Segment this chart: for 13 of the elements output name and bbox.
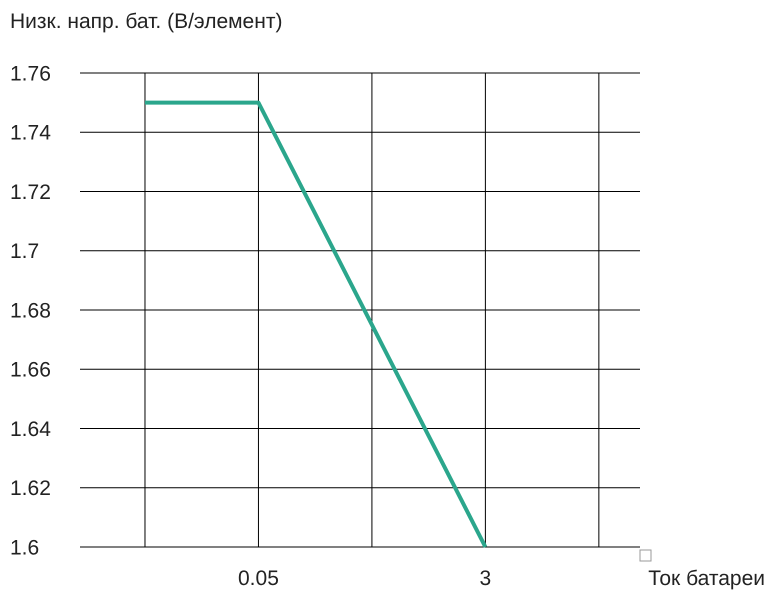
y-tick-label: 1.76 [10,62,51,86]
y-tick-label: 1.62 [10,477,51,500]
x-axis-title: Ток батареи [648,567,765,590]
y-tick-label: 1.66 [10,358,51,382]
y-tick-label: 1.72 [10,180,51,204]
y-tick-label: 1.68 [10,299,51,322]
y-tick-label: 1.74 [10,122,52,145]
x-tick-label: 3 [480,567,492,590]
y-tick-label: 1.7 [10,240,40,264]
y-axis-title: Низк. напр. бат. (В/элемент) [10,10,282,33]
y-tick-label: 1.6 [10,536,40,560]
y-tick-label: 1.64 [10,418,52,441]
x-tick-label: 0.05 [238,567,279,590]
